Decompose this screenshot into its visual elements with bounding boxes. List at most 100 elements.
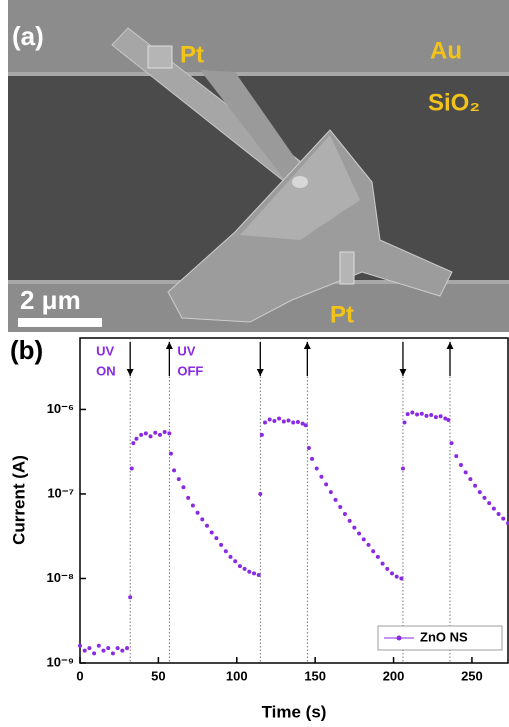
data-point — [258, 492, 262, 496]
legend-label: ZnO NS — [420, 629, 468, 644]
data-point — [348, 519, 352, 523]
data-point — [343, 512, 347, 516]
data-point — [390, 571, 394, 575]
data-point — [125, 646, 129, 650]
x-tick-label: 50 — [151, 668, 165, 683]
x-axis-title: Time (s) — [262, 702, 327, 721]
data-point — [92, 651, 96, 655]
data-point — [169, 452, 173, 456]
data-point — [210, 530, 214, 534]
electrode-edge — [8, 72, 509, 76]
data-point — [238, 564, 242, 568]
data-point — [304, 423, 308, 427]
arrow-head — [304, 342, 311, 349]
pt-contact — [340, 252, 354, 284]
pt-label: Pt — [330, 301, 354, 328]
panel-label: (b) — [10, 335, 43, 365]
data-point — [497, 512, 501, 516]
plot-frame — [80, 338, 508, 663]
data-point — [158, 433, 162, 437]
data-point — [459, 463, 463, 467]
data-point — [186, 496, 190, 500]
data-point — [219, 543, 223, 547]
data-point — [410, 410, 414, 414]
scale-label: 2 μm — [20, 285, 81, 315]
sio2-label: SiO₂ — [428, 89, 480, 116]
data-point — [111, 651, 115, 655]
data-point — [362, 537, 366, 541]
arrow-head — [127, 369, 134, 376]
data-point — [247, 570, 251, 574]
data-point — [149, 434, 153, 438]
data-point — [252, 571, 256, 575]
arrow-head — [399, 369, 406, 376]
panel-label: (a) — [12, 21, 44, 51]
data-point — [229, 555, 233, 559]
data-point — [214, 536, 218, 540]
x-tick-label: 200 — [383, 668, 405, 683]
data-point — [307, 446, 311, 450]
data-point — [181, 485, 185, 489]
data-point — [139, 433, 143, 437]
data-point — [277, 417, 281, 421]
data-point — [376, 555, 380, 559]
data-point — [97, 644, 101, 648]
event-label: ON — [96, 363, 116, 378]
pt-label: Pt — [180, 41, 204, 68]
data-point — [205, 524, 209, 528]
data-point — [224, 549, 228, 553]
particle — [292, 176, 308, 188]
data-point — [439, 414, 443, 418]
data-point — [401, 467, 405, 471]
data-point — [399, 576, 403, 580]
data-point — [424, 414, 428, 418]
data-point — [473, 484, 477, 488]
data-point — [272, 419, 276, 423]
data-point — [319, 475, 323, 479]
x-tick-label: 0 — [76, 668, 83, 683]
x-tick-label: 150 — [304, 668, 326, 683]
pt-contact — [148, 46, 172, 68]
data-point — [291, 421, 295, 425]
data-point — [324, 482, 328, 486]
data-point — [243, 567, 247, 571]
arrow-head — [446, 342, 453, 349]
y-tick-label: 10⁻⁶ — [47, 401, 74, 416]
x-tick-label: 250 — [461, 668, 483, 683]
data-point — [482, 496, 486, 500]
data-point — [366, 543, 370, 547]
data-point — [78, 644, 82, 648]
data-point — [434, 415, 438, 419]
data-point — [487, 501, 491, 505]
data-point — [83, 649, 87, 653]
data-point — [172, 468, 176, 472]
data-point — [144, 431, 148, 435]
y-axis-title: Current (A) — [9, 455, 28, 545]
data-point — [268, 418, 272, 422]
data-point — [381, 562, 385, 566]
data-point — [415, 413, 419, 417]
data-point — [446, 418, 450, 422]
data-point — [334, 498, 338, 502]
data-point — [191, 504, 195, 508]
data-point — [454, 454, 458, 458]
data-point — [167, 431, 171, 435]
data-point — [329, 490, 333, 494]
y-tick-label: 10⁻⁷ — [47, 485, 74, 500]
data-point — [357, 532, 361, 536]
data-point — [102, 649, 106, 653]
data-point — [468, 477, 472, 481]
event-label: UV — [96, 343, 114, 358]
scale-bar — [18, 318, 102, 327]
data-point — [371, 549, 375, 553]
data-point — [163, 430, 167, 434]
data-point — [134, 437, 138, 441]
legend-marker — [397, 636, 402, 641]
data-point — [492, 507, 496, 511]
data-point — [310, 457, 314, 461]
data-point — [338, 505, 342, 509]
data-point — [296, 420, 300, 424]
data-point — [87, 646, 91, 650]
data-point — [501, 517, 505, 521]
page: {"image_panel": {"label": "(a)", "pt_top… — [0, 0, 509, 727]
